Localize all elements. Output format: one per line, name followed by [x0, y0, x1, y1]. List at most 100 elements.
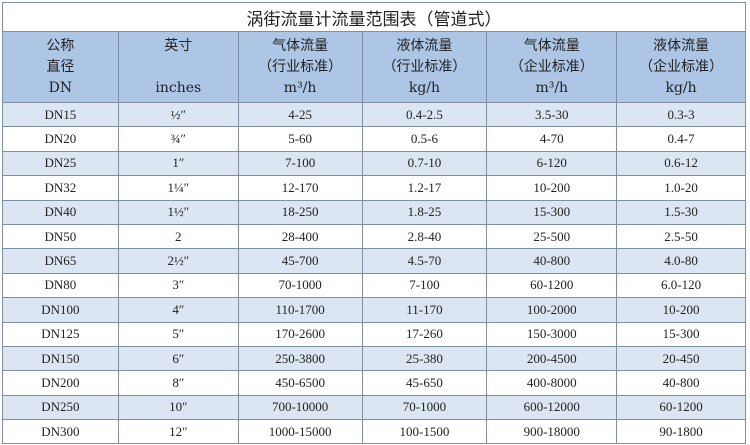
table-cell: 900-18000 [486, 419, 618, 445]
table-cell: 8″ [117, 370, 239, 396]
table-cell: DN20 [2, 126, 119, 152]
table-cell: DN100 [2, 297, 119, 323]
table-cell: 100-1500 [361, 419, 488, 445]
table-row: DN65 2½″ 45-700 4.5-70 40-800 4.0-80 [2, 248, 746, 274]
table-cell: 0.6-12 [616, 150, 746, 177]
table-cell: 1.2-17 [361, 175, 488, 201]
table-cell: 2.8-40 [361, 223, 488, 250]
table-cell: DN250 [2, 394, 119, 421]
table-cell: ½″ [117, 101, 239, 128]
table-row: DN20 ¾″ 5-60 0.5-6 4-70 0.4-7 [2, 126, 746, 152]
table-cell: DN150 [2, 345, 119, 372]
header-line: 公称 [46, 37, 75, 54]
table-cell: 15-300 [616, 321, 746, 347]
header-line: kg/h [408, 79, 441, 96]
table-cell: 70-1000 [237, 272, 363, 299]
table-cell: 40-800 [486, 248, 618, 274]
table-row: DN50 2 28-400 2.8-40 25-500 2.5-50 [2, 223, 746, 250]
table-cell: 600-12000 [486, 394, 618, 421]
table-row: DN25 1″ 7-100 0.7-10 6-120 0.6-12 [2, 150, 746, 177]
column-header: 液体流量 （企业标准） kg/h [616, 31, 746, 103]
table-cell: DN25 [2, 150, 119, 177]
table-cell: 60-1200 [616, 394, 746, 421]
table-cell: 100-2000 [486, 297, 618, 323]
table-cell: 6″ [117, 345, 239, 372]
table-cell: 60-1200 [486, 272, 618, 299]
column-header: 液体流量 （行业标准） kg/h [361, 31, 488, 103]
table-cell: 110-1700 [237, 297, 363, 323]
table-cell: 170-2600 [237, 321, 363, 347]
table-cell: 18-250 [237, 199, 363, 225]
table-cell: 5″ [117, 321, 239, 347]
table-row: DN32 1¼″ 12-170 1.2-17 10-200 1.0-20 [2, 175, 746, 201]
table-cell: DN300 [2, 419, 119, 445]
header-line: 英寸 [164, 37, 193, 54]
header-line: m³/h [283, 79, 317, 96]
table-cell: ¾″ [117, 126, 239, 152]
table-cell: 1000-15000 [237, 419, 363, 445]
header-line [119, 57, 238, 78]
table-row: DN15 ½″ 4-25 0.4-2.5 3.5-30 0.3-3 [2, 101, 746, 128]
table-cell: 40-800 [616, 370, 746, 396]
table-cell: 4-25 [237, 101, 363, 128]
table-cell: 10-200 [486, 175, 618, 201]
table-cell: 4-70 [486, 126, 618, 152]
table-cell: 7-100 [237, 150, 363, 177]
table-cell: 1¼″ [117, 175, 239, 201]
table-cell: 12″ [117, 419, 239, 445]
header-line: kg/h [665, 79, 697, 96]
table-cell: 45-650 [361, 370, 488, 396]
table-cell: 6-120 [486, 150, 618, 177]
table-cell: 1.8-25 [361, 199, 488, 225]
table-row: DN100 4″ 110-1700 11-170 100-2000 10-200 [2, 297, 746, 323]
header-line: 液体流量 [653, 37, 710, 54]
table-cell: 1.0-20 [616, 175, 746, 201]
table-cell: 1½″ [117, 199, 239, 225]
table-cell: 450-6500 [237, 370, 363, 396]
table-cell: DN80 [2, 272, 119, 299]
table-row: DN300 12″ 1000-15000 100-1500 900-18000 90-18… [2, 419, 746, 445]
header-line: DN [48, 79, 73, 96]
table-cell: DN15 [2, 101, 119, 128]
table-cell: 1″ [117, 150, 239, 177]
table-cell: 5-60 [237, 126, 363, 152]
table-cell: 45-700 [237, 248, 363, 274]
table-cell: DN65 [2, 248, 119, 274]
table-cell: 2.5-50 [616, 223, 746, 250]
table-cell: 12-170 [237, 175, 363, 201]
header-line: （行业标准） [258, 58, 343, 75]
header-line: （企业标准） [639, 58, 724, 75]
table-cell: 15-300 [486, 199, 618, 225]
table-cell: 6.0-120 [616, 272, 746, 299]
table-cell: 0.7-10 [361, 150, 488, 177]
column-header: 气体流量 （企业标准） m³/h [486, 31, 618, 103]
header-line: 气体流量 [523, 37, 580, 54]
table-cell: 700-10000 [237, 394, 363, 421]
table-cell: 0.3-3 [616, 101, 746, 128]
column-header: 英寸 inches [117, 31, 239, 103]
header-line: （行业标准） [382, 58, 467, 75]
table-cell: 2½″ [117, 248, 239, 274]
table-cell: 0.5-6 [361, 126, 488, 152]
table-cell: 25-500 [486, 223, 618, 250]
table-row: DN150 6″ 250-3800 25-380 200-4500 20-450 [2, 345, 746, 372]
table-row: DN125 5″ 170-2600 17-260 150-3000 15-300 [2, 321, 746, 347]
table-cell: 10-200 [616, 297, 746, 323]
header-line: inches [155, 79, 202, 96]
table-row: DN200 8″ 450-6500 45-650 400-8000 40-800 [2, 370, 746, 396]
table-cell: DN40 [2, 199, 119, 225]
table-cell: 4.0-80 [616, 248, 746, 274]
table-cell: DN50 [2, 223, 119, 250]
table-cell: DN200 [2, 370, 119, 396]
table-cell: 28-400 [237, 223, 363, 250]
table-cell: 2 [117, 223, 239, 250]
table-cell: DN32 [2, 175, 119, 201]
table-cell: 3.5-30 [486, 101, 618, 128]
table-cell: 7-100 [361, 272, 488, 299]
table-cell: DN125 [2, 321, 119, 347]
table-cell: 4.5-70 [361, 248, 488, 274]
table-cell: 11-170 [361, 297, 488, 323]
table-cell: 250-3800 [237, 345, 363, 372]
table-cell: 3″ [117, 272, 239, 299]
